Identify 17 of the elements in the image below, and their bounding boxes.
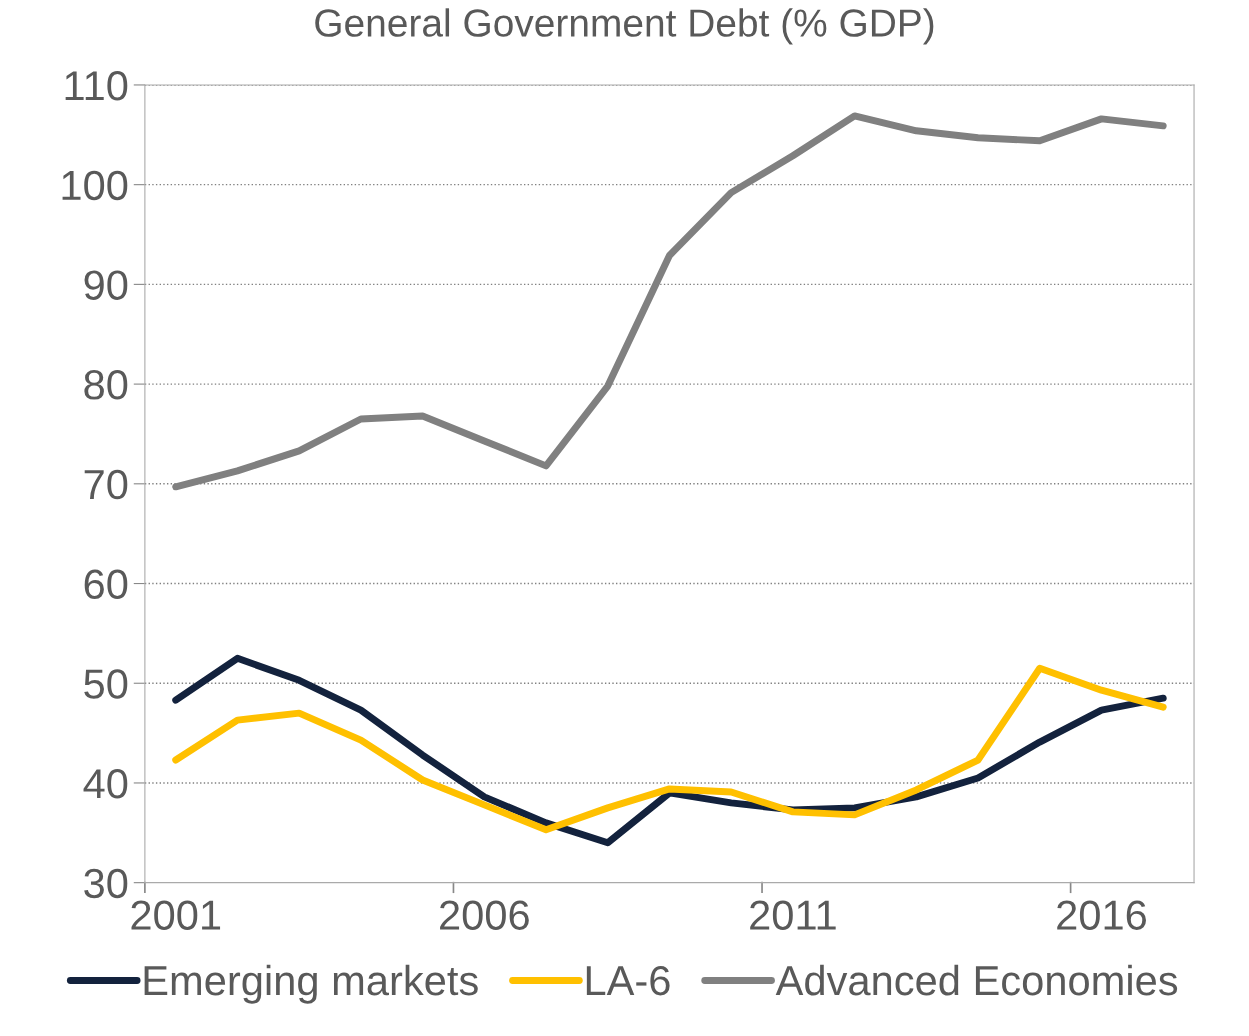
x-tick-label: 2001 [131, 900, 221, 930]
chart-title: General Government Debt (% GDP) [315, 8, 934, 45]
x-tick-label: 2006 [440, 900, 529, 930]
y-tick-label: 90 [84, 270, 128, 300]
y-tick-label: 60 [84, 569, 128, 600]
y-tick-label: 50 [84, 669, 128, 699]
x-tick-label: 2011 [750, 900, 836, 930]
y-tick-label: 80 [84, 370, 128, 400]
x-tick-label: 2016 [1057, 900, 1146, 930]
y-tick-label: 110 [65, 70, 128, 101]
y-tick-label: 100 [62, 170, 128, 201]
legend-label: Advanced Economies [775, 964, 1178, 996]
y-tick-label: 40 [83, 768, 128, 799]
y-tick-label: 70 [84, 469, 128, 500]
legend-label: Emerging markets [144, 964, 478, 1004]
y-tick-label: 30 [84, 868, 128, 899]
legend-label: LA-6 [586, 965, 670, 996]
